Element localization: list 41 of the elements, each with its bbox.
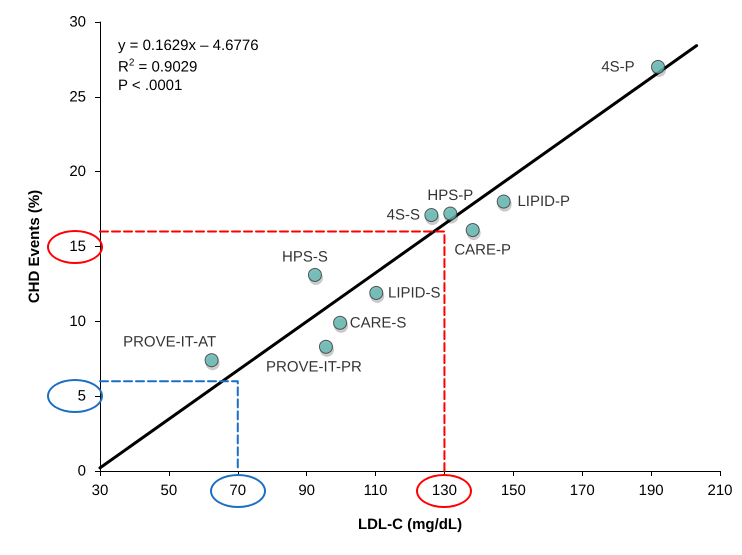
x-tick-label: 110 — [364, 482, 388, 499]
point — [369, 286, 384, 300]
x-tick-label: 70 — [229, 482, 246, 499]
annotation: 4S-P — [601, 58, 635, 76]
annotation: LIPID-S — [388, 284, 440, 302]
annotation: 4S-S — [386, 206, 420, 224]
point — [424, 208, 438, 222]
x-tick-label: 90 — [298, 482, 316, 499]
annotation: CARE-S — [350, 314, 406, 332]
point — [651, 60, 665, 74]
annotation: LIPID-P — [517, 193, 570, 210]
annotation: P < .0001 — [118, 77, 182, 94]
y-tick-label: 10 — [69, 312, 86, 330]
x-tick-label: 130 — [432, 482, 457, 499]
x-tick-label: 150 — [500, 482, 526, 499]
y-tick-label: 15 — [69, 238, 86, 255]
y-axis-title: CHD Events (%) — [26, 190, 43, 304]
x-tick-label: 170 — [570, 482, 595, 499]
point — [466, 223, 480, 238]
point — [496, 194, 511, 209]
x-tick-label: 210 — [707, 482, 733, 499]
x-axis-title: LDL-C (mg/dL) — [358, 516, 462, 533]
point — [318, 340, 333, 354]
x-tick-label: 50 — [160, 482, 178, 499]
annotation: PROVE-IT-PR — [266, 358, 362, 376]
y-tick-label: 0 — [78, 462, 86, 480]
point — [443, 206, 458, 221]
annotation: PROVE-IT-AT — [123, 334, 216, 351]
x-tick-label: 190 — [638, 482, 664, 499]
y-tick-label: 5 — [78, 388, 86, 405]
point — [204, 353, 219, 368]
y-tick-label: 25 — [69, 88, 86, 106]
annotation: HPS-P — [427, 187, 474, 204]
y-tick-label: 30 — [69, 14, 86, 30]
point — [308, 268, 322, 282]
annotation: y = 0.1629x – 4.6776 — [118, 37, 259, 54]
y-tick-label: 20 — [69, 163, 86, 180]
annotation: CARE-P — [454, 242, 512, 259]
annotation: HPS-S — [282, 248, 328, 266]
x-tick-label: 30 — [92, 482, 108, 499]
point — [333, 316, 348, 330]
